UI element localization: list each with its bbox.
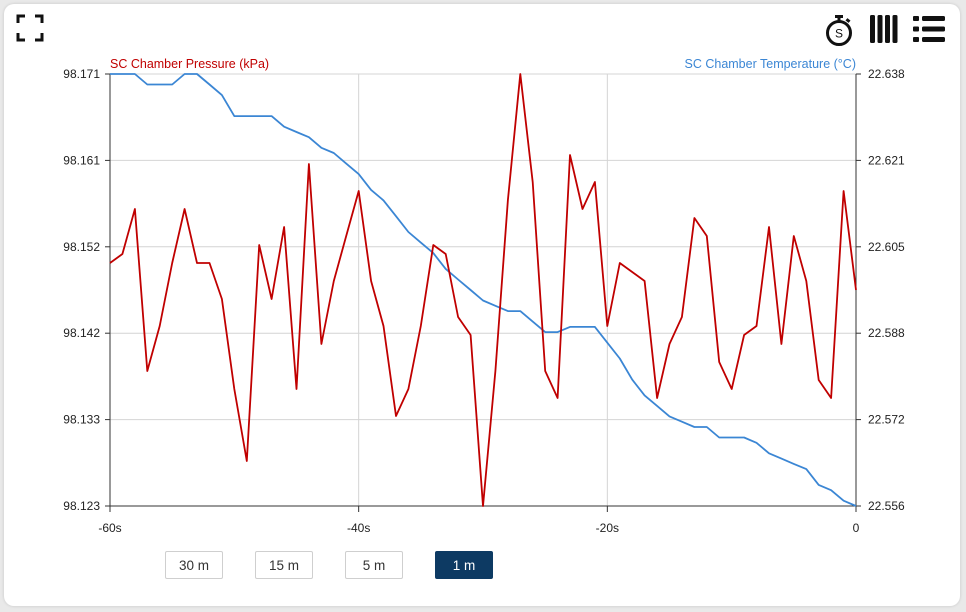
left-tick-label: 98.123 [63, 499, 100, 513]
right-tick-label: 22.556 [868, 499, 905, 513]
x-tick-label: -40s [347, 521, 370, 535]
right-tick-label: 22.638 [868, 67, 905, 81]
fullscreen-icon[interactable] [16, 14, 44, 42]
right-tick-label: 22.588 [868, 326, 905, 340]
left-tick-label: 98.161 [63, 153, 100, 167]
range-button-1m[interactable]: 1 m [435, 551, 493, 579]
x-tick-label: -20s [596, 521, 619, 535]
stopwatch-letter: S [835, 27, 843, 41]
list-icon[interactable] [912, 14, 946, 44]
left-tick-label: 98.133 [63, 413, 100, 427]
stopwatch-icon[interactable]: S [824, 14, 854, 46]
left-tick-label: 98.142 [63, 326, 100, 340]
left-axis-title: SC Chamber Pressure (kPa) [110, 57, 269, 71]
range-button-5m[interactable]: 5 m [345, 551, 403, 579]
right-tick-label: 22.572 [868, 413, 905, 427]
range-button-15m[interactable]: 15 m [255, 551, 313, 579]
temperature-series-line [110, 73, 857, 507]
right-axis-title: SC Chamber Temperature (°C) [685, 57, 857, 71]
right-tick-label: 22.621 [868, 153, 905, 167]
x-tick-label: -60s [98, 521, 121, 535]
left-tick-label: 98.171 [63, 67, 100, 81]
pressure-series-line [109, 73, 857, 507]
range-button-30m[interactable]: 30 m [165, 551, 223, 579]
columns-icon[interactable] [868, 14, 900, 44]
x-tick-label: 0 [853, 521, 860, 535]
chart-card: S -60s -40s -20s 0 98.171 22.638 98.161 22.621 9… [4, 4, 960, 606]
left-tick-label: 98.152 [63, 240, 100, 254]
right-tick-label: 22.605 [868, 240, 905, 254]
line-chart: -60s -40s -20s 0 98.171 22.638 98.161 22.621 98.… [63, 57, 905, 535]
